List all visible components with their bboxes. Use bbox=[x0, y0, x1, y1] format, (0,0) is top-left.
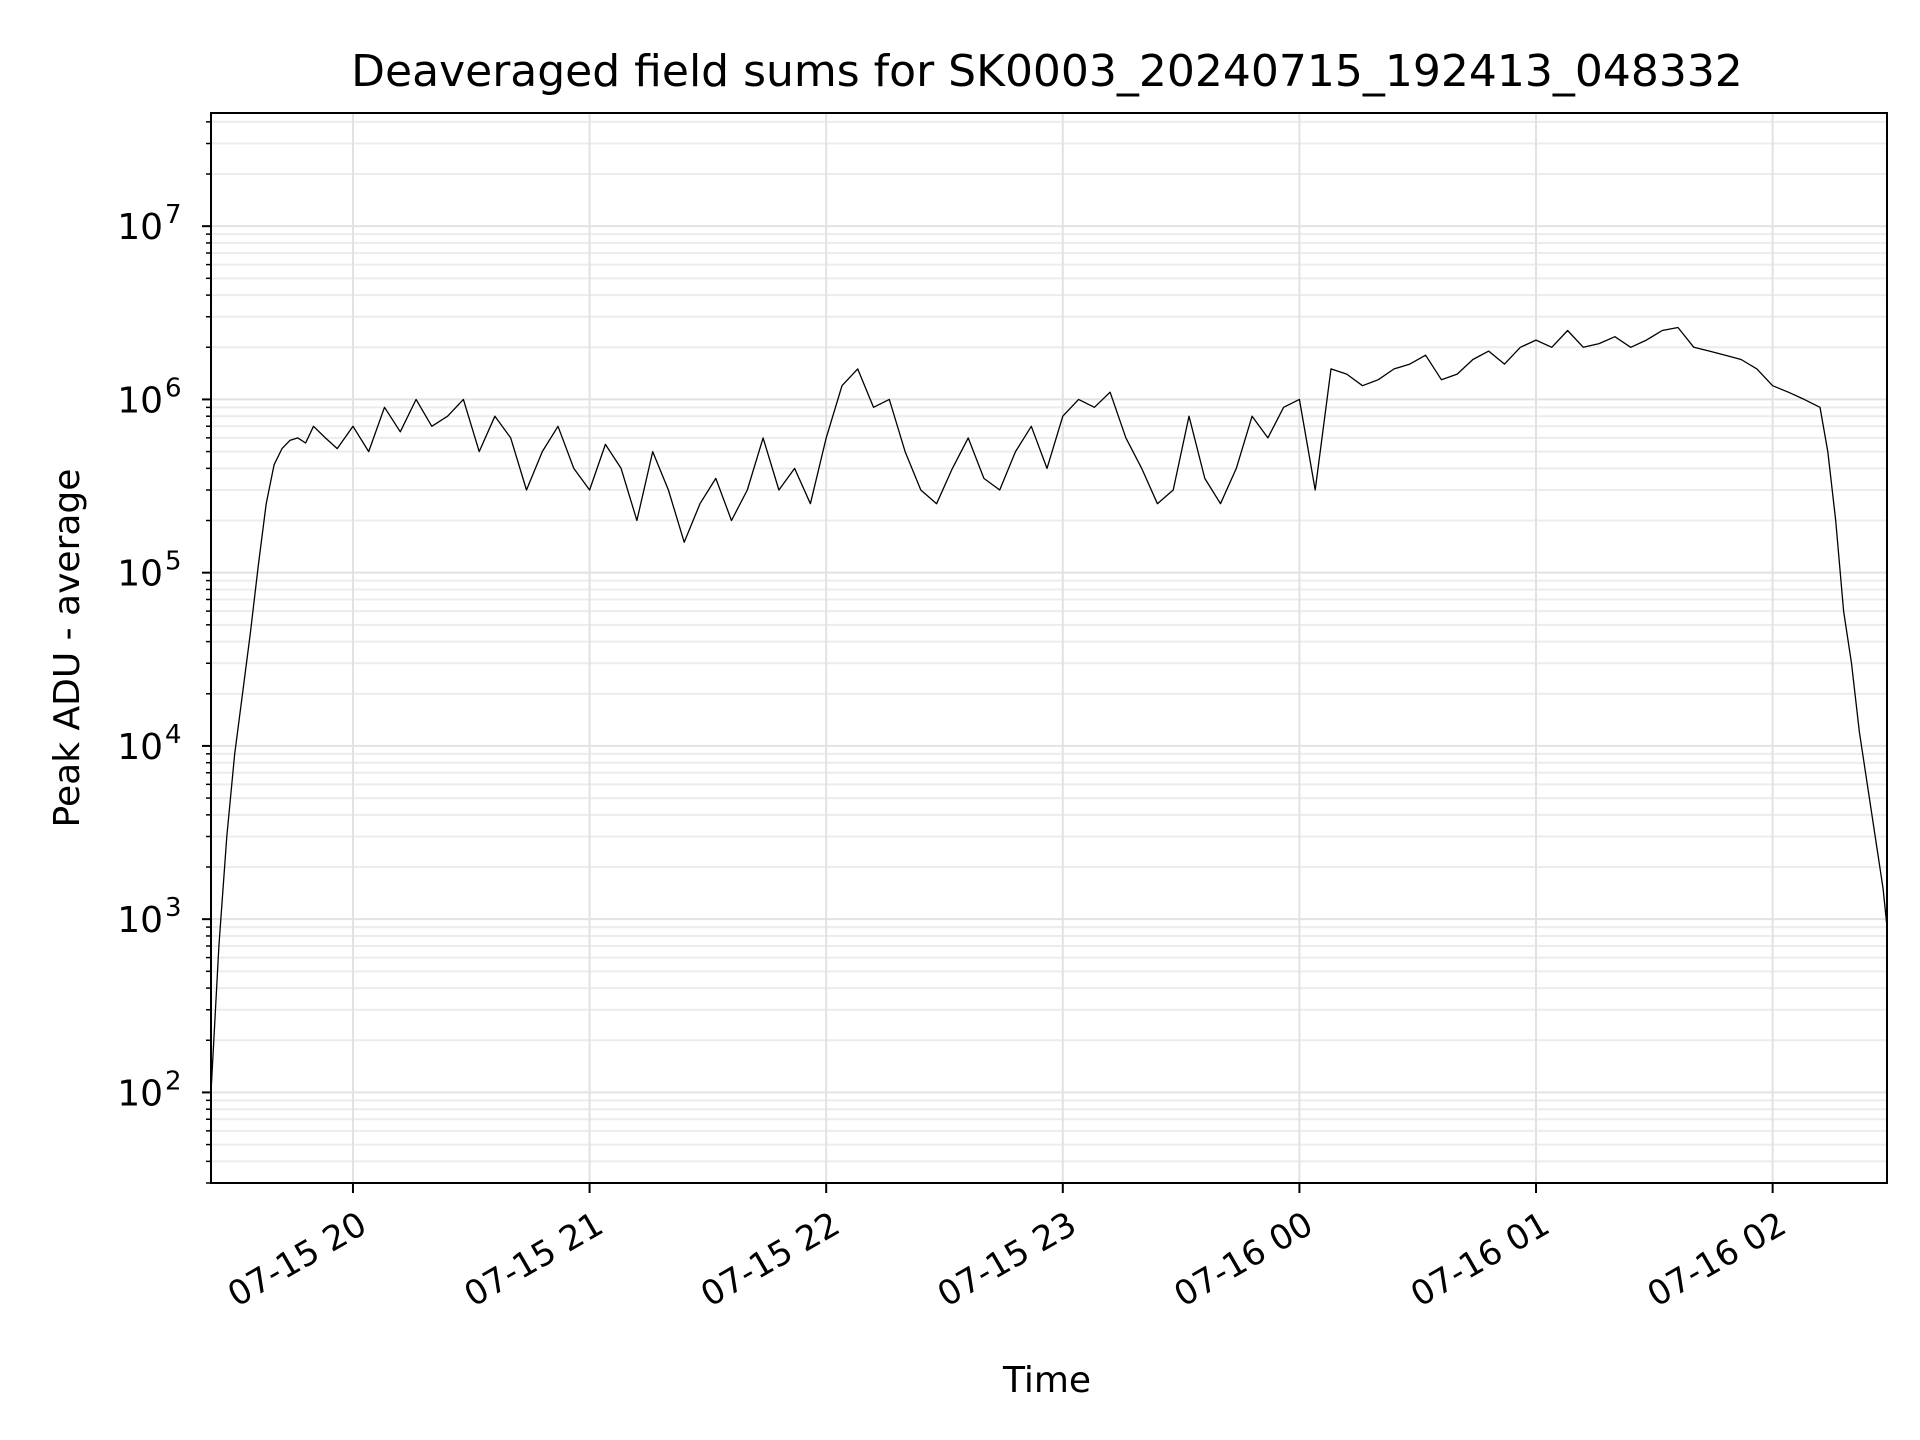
series-line bbox=[210, 326, 1888, 1093]
y-tick-label-exponent: 4 bbox=[165, 720, 182, 750]
y-tick-label: 10 bbox=[117, 380, 163, 421]
x-tick-label: 07-15 22 bbox=[694, 1204, 846, 1315]
x-tick-label: 07-15 20 bbox=[221, 1204, 373, 1315]
y-tick-label-exponent: 3 bbox=[165, 893, 182, 923]
minor-gridlines bbox=[211, 120, 1887, 1184]
x-tick-label: 07-16 00 bbox=[1168, 1204, 1320, 1315]
y-tick-label: 10 bbox=[117, 1073, 163, 1114]
y-tick-label: 10 bbox=[117, 727, 163, 768]
y-tick-label-exponent: 6 bbox=[165, 373, 182, 403]
plot-frame bbox=[210, 112, 1888, 1184]
x-tick-label: 07-15 21 bbox=[458, 1204, 610, 1315]
y-tick-label-exponent: 2 bbox=[165, 1066, 182, 1096]
y-axis-label: Peak ADU - average bbox=[47, 469, 88, 828]
chart-title: Deaveraged field sums for SK0003_2024071… bbox=[351, 46, 1743, 97]
x-tick-label: 07-15 23 bbox=[931, 1204, 1083, 1315]
y-tick-label: 10 bbox=[117, 554, 163, 595]
x-tick-label: 07-16 02 bbox=[1641, 1204, 1793, 1315]
x-axis-label: Time bbox=[1002, 1360, 1091, 1401]
major-gridlines bbox=[211, 113, 1887, 1183]
y-tick-label-exponent: 5 bbox=[165, 547, 182, 577]
x-tick-label: 07-16 01 bbox=[1404, 1204, 1556, 1315]
y-tick-label-exponent: 7 bbox=[165, 200, 182, 230]
y-tick-label: 10 bbox=[117, 207, 163, 248]
x-axis: 07-15 20 07-15 21 07-15 22 07-15 23 07-16 00… bbox=[221, 1183, 1793, 1315]
y-tick-label: 10 bbox=[117, 900, 163, 941]
